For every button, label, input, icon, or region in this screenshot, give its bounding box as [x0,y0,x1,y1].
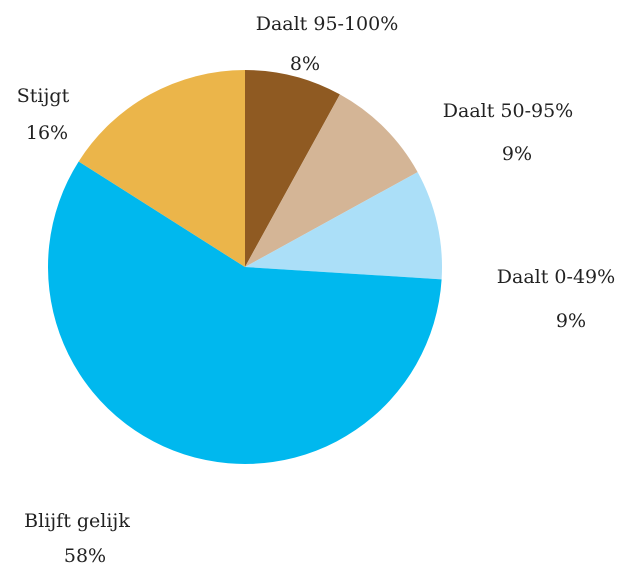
slice-value: 58% [64,545,106,567]
slice-value: 9% [502,143,532,165]
pie-slice [245,172,442,280]
slice-label: Blijft gelijk [24,510,130,532]
slice-label: Daalt 0-49% [497,266,615,288]
slice-value: 8% [290,53,320,75]
slice-value: 16% [26,122,68,144]
pie-slice [78,70,246,267]
pie-slice [48,161,442,464]
slice-label: Daalt 50-95% [443,100,573,122]
slice-value: 9% [556,310,586,332]
slice-label: Daalt 95-100% [256,13,399,35]
pie-slice [245,70,340,267]
slice-label: Stijgt [17,85,70,107]
pie-slice [245,94,418,267]
